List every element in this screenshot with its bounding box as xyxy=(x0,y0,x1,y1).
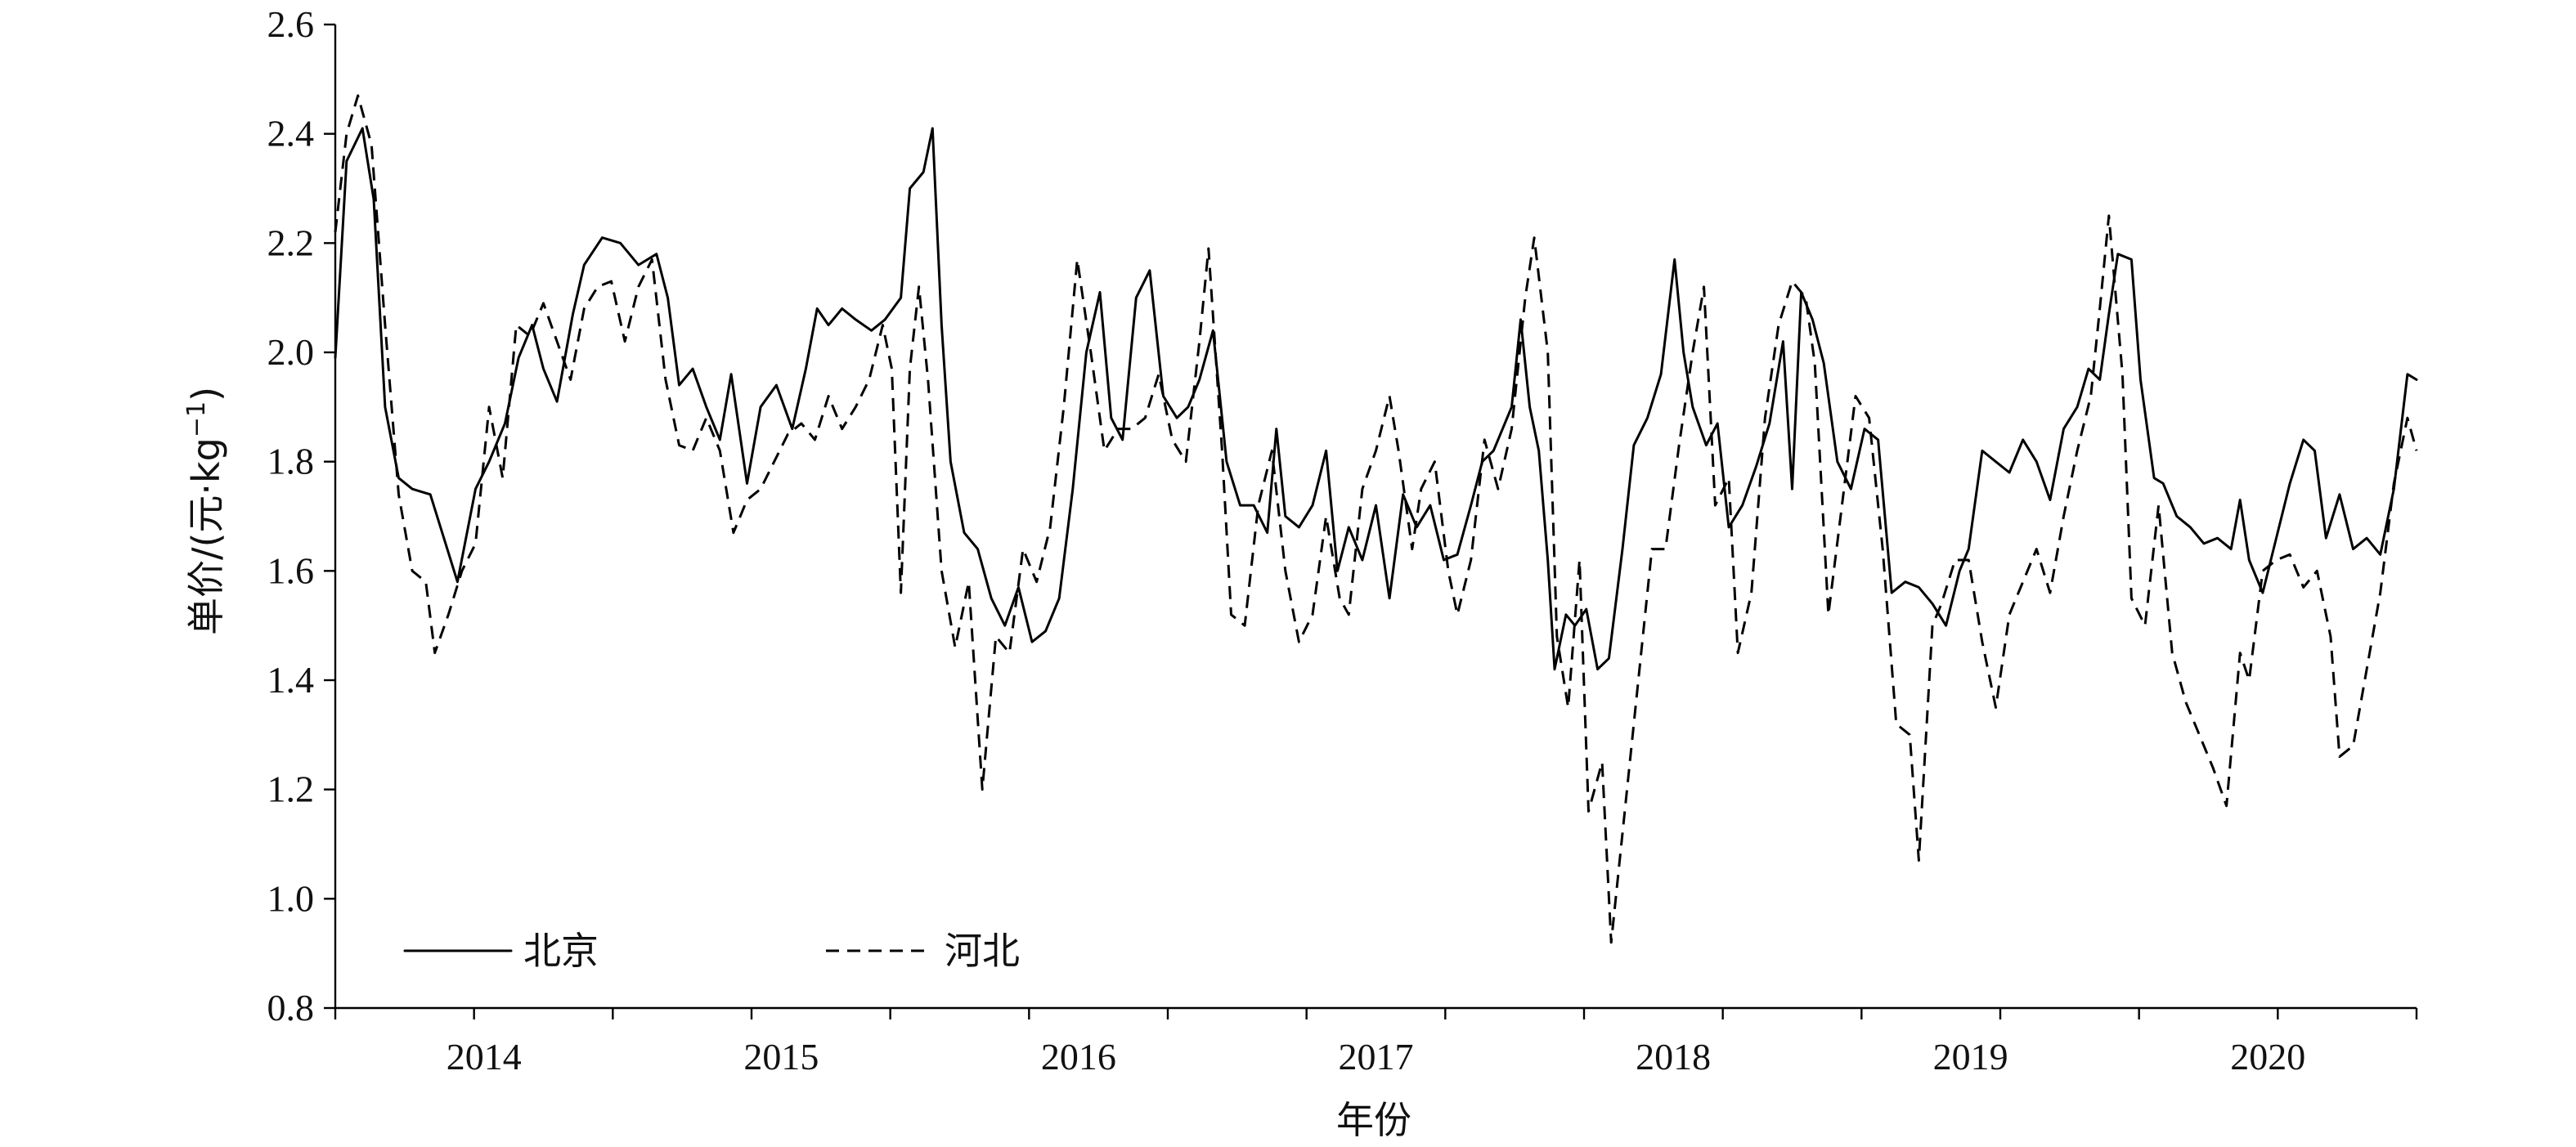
y-tick-label: 2.4 xyxy=(267,113,315,155)
x-tick-label: 2020 xyxy=(2230,1036,2305,1078)
axes xyxy=(334,25,2417,1010)
x-tick-label: 2017 xyxy=(1339,1036,1414,1078)
y-tick-label: 2.2 xyxy=(267,222,315,263)
y-axis-ticks: 0.8 1.0 1.2 1.4 1.6 1.8 2.0 2.2 2.4 2.6 xyxy=(267,3,335,1028)
x-tick-label: 2014 xyxy=(447,1036,522,1078)
y-tick-label: 1.2 xyxy=(267,768,315,810)
series-line-1 xyxy=(334,127,2418,671)
series-line-2 xyxy=(334,94,2418,944)
x-axis-ticks: 2014 2015 2016 2017 2018 2019 2020 xyxy=(334,1008,2418,1078)
x-tick-label: 2016 xyxy=(1041,1036,1116,1078)
series-group xyxy=(334,94,2418,944)
y-tick-label: 2.0 xyxy=(267,331,315,373)
y-tick-label: 1.0 xyxy=(267,877,315,919)
y-tick-label: 1.8 xyxy=(267,441,315,482)
y-tick-label: 1.4 xyxy=(267,659,315,701)
y-tick-label: 1.6 xyxy=(267,549,315,591)
legend-label-2: 河北 xyxy=(945,929,1020,973)
x-tick-label: 2015 xyxy=(743,1036,819,1078)
y-axis-title: 单价/(元·kg−1) xyxy=(182,387,228,635)
y-tick-label: 0.8 xyxy=(267,987,315,1028)
legend: 北京 河北 xyxy=(403,929,1020,973)
x-tick-label: 2019 xyxy=(1933,1036,2008,1078)
y-tick-label: 2.6 xyxy=(267,3,315,45)
x-tick-label: 2018 xyxy=(1636,1036,1711,1078)
y-axis-title-superscript: −1 xyxy=(182,401,211,437)
y-axis-title-main: 单价/(元·kg xyxy=(184,437,228,635)
y-axis-title-close: ) xyxy=(184,387,228,401)
x-axis-title: 年份 xyxy=(1336,1098,1411,1142)
legend-label-1: 北京 xyxy=(523,929,599,973)
